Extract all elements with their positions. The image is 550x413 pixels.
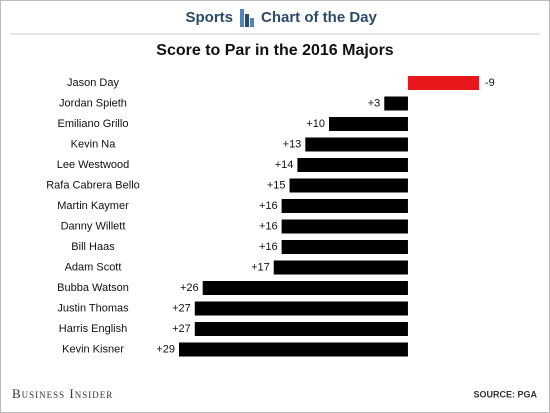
- value-label: +16: [259, 241, 278, 253]
- value-label: +17: [251, 261, 270, 273]
- bar: [179, 342, 408, 357]
- bar: [305, 137, 408, 152]
- value-label: +27: [172, 323, 191, 335]
- brand: Business Insider: [12, 386, 113, 401]
- series-name: Chart of the Day: [261, 9, 378, 26]
- bar: [202, 281, 408, 295]
- bar: [281, 219, 408, 234]
- value-label: +16: [259, 200, 278, 212]
- bar: [289, 178, 408, 193]
- bar: [281, 199, 408, 213]
- category-label: Danny Willett: [61, 220, 126, 232]
- value-label: +27: [172, 302, 191, 314]
- section-name: Sports: [185, 9, 233, 26]
- value-label: +29: [156, 343, 175, 355]
- value-label: +16: [259, 220, 278, 232]
- value-label: +15: [267, 179, 286, 191]
- value-label: +3: [368, 97, 381, 109]
- bar: [194, 301, 408, 316]
- category-label: Lee Westwood: [57, 159, 130, 171]
- chart-icon: [240, 9, 254, 27]
- bar: [281, 240, 408, 254]
- category-label: Justin Thomas: [57, 302, 129, 314]
- value-label: -9: [485, 77, 495, 89]
- source: SOURCE: PGA: [473, 389, 537, 399]
- bar: [329, 117, 408, 131]
- value-label: +13: [283, 138, 302, 150]
- category-label: Bubba Watson: [57, 282, 129, 294]
- category-label: Jason Day: [67, 77, 119, 89]
- bar: [297, 158, 408, 172]
- category-label: Kevin Na: [71, 138, 117, 150]
- value-label: +10: [306, 118, 325, 130]
- bar: [384, 96, 408, 111]
- category-label: Bill Haas: [71, 241, 115, 253]
- category-label: Jordan Spieth: [59, 97, 127, 109]
- category-label: Martin Kaymer: [57, 200, 129, 212]
- chart-title: Score to Par in the 2016 Majors: [156, 42, 394, 59]
- category-label: Adam Scott: [65, 261, 122, 273]
- category-label: Rafa Cabrera Bello: [46, 179, 140, 191]
- bar: [273, 260, 408, 275]
- bar: [407, 76, 479, 90]
- category-label: Emiliano Grillo: [58, 118, 129, 130]
- category-label: Kevin Kisner: [62, 343, 124, 355]
- bar: [194, 322, 408, 336]
- value-label: +26: [180, 282, 199, 294]
- value-label: +14: [275, 159, 294, 171]
- category-label: Harris English: [59, 323, 127, 335]
